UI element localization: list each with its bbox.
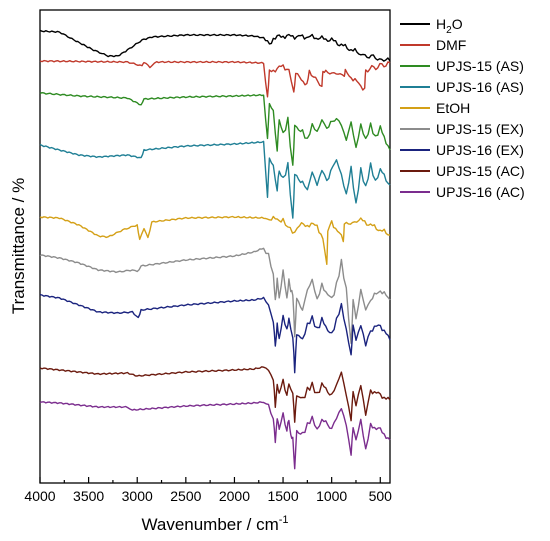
series-line-2: [39, 92, 391, 166]
series-traces: [39, 29, 391, 470]
series-line-8: [39, 401, 391, 470]
series-line-6: [39, 293, 391, 374]
series-line-0: [39, 29, 391, 62]
x-tick-label: 1500: [267, 488, 298, 504]
legend-label: UPJS-15 (AC): [436, 163, 525, 179]
legend-label: UPJS-15 (AS): [436, 58, 524, 74]
x-tick-label: 3500: [73, 488, 104, 504]
x-tick-label: 2500: [170, 488, 201, 504]
y-axis-title: Transmittance / %: [9, 178, 28, 314]
x-axis-ticks: 4000 3500 3000 2500 2000 1500 1000 500: [24, 477, 392, 504]
series-line-5: [39, 247, 391, 344]
plot-area: 4000 3500 3000 2500 2000 1500 1000 500: [24, 9, 392, 504]
x-tick-label: 500: [369, 488, 393, 504]
legend-label: UPJS-15 (EX): [436, 121, 524, 137]
x-tick-label: 2000: [219, 488, 250, 504]
series-line-1: [39, 59, 391, 98]
x-tick-label: 3000: [122, 488, 153, 504]
series-line-3: [39, 140, 391, 219]
x-axis-title: Wavenumber / cm-1: [141, 514, 288, 534]
legend-label: H2O: [436, 16, 463, 36]
x-axis-title-superscript: -1: [279, 514, 289, 526]
legend-label: UPJS-16 (AS): [436, 79, 524, 95]
legend-label: UPJS-16 (AC): [436, 184, 525, 200]
legend-label: DMF: [436, 37, 466, 53]
legend-label: EtOH: [436, 100, 470, 116]
x-tick-label: 1000: [316, 488, 347, 504]
plot-frame: [39, 9, 391, 484]
series-line-4: [39, 215, 391, 265]
series-line-7: [39, 366, 391, 423]
legend-label: UPJS-16 (EX): [436, 142, 524, 158]
x-tick-label: 4000: [24, 488, 55, 504]
